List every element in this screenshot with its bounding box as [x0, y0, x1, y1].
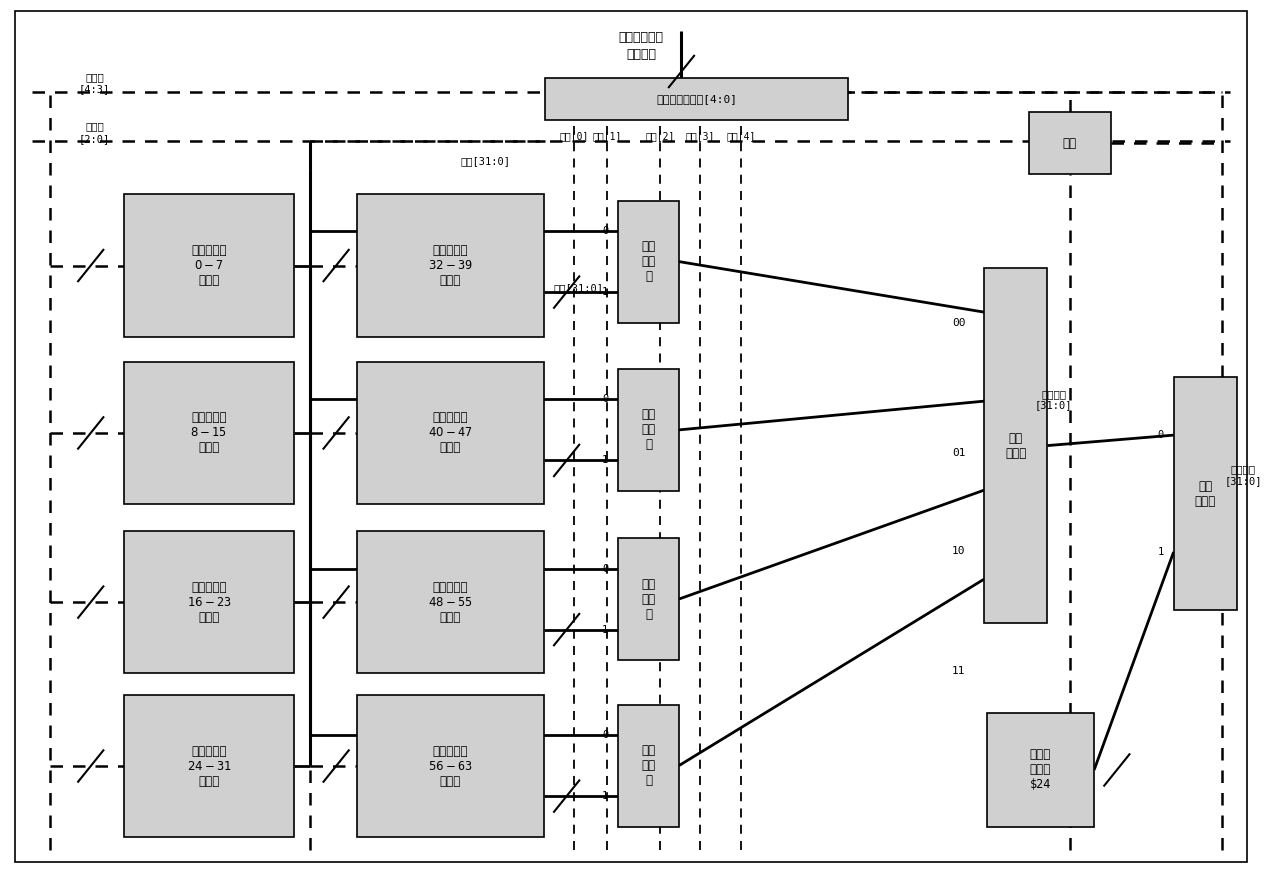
Text: 读出数据: 读出数据: [1041, 389, 1066, 399]
Bar: [124, 531, 294, 673]
Text: 数据[31:0]: 数据[31:0]: [553, 283, 603, 293]
Text: 配置[2]: 配置[2]: [646, 131, 675, 141]
Text: 核间通信控制: 核间通信控制: [619, 31, 663, 44]
Text: 1: 1: [603, 791, 608, 801]
Text: 寄存器单元
$24 -$31
第四组: 寄存器单元 $24 -$31 第四组: [186, 745, 232, 787]
Bar: [618, 705, 679, 827]
Text: 两路
选择
器: 两路 选择 器: [642, 577, 656, 621]
Text: 核间通
信读口
$24: 核间通 信读口 $24: [1029, 748, 1051, 792]
Text: 0: 0: [603, 563, 608, 574]
Bar: [987, 713, 1094, 827]
Text: 寄存器单元
$56 -$63
第八组: 寄存器单元 $56 -$63 第八组: [428, 745, 473, 787]
Text: [2:0]: [2:0]: [78, 133, 110, 144]
Text: 11: 11: [952, 666, 966, 677]
Text: 寄存器单元
$0 -$7
第一组: 寄存器单元 $0 -$7 第一组: [191, 244, 227, 287]
Text: 寄存器单元
$40 -$47
第六组: 寄存器单元 $40 -$47 第六组: [428, 412, 472, 454]
Text: 0: 0: [603, 730, 608, 740]
Bar: [124, 362, 294, 504]
Text: 寄存器单元
$48 -$55
第七组: 寄存器单元 $48 -$55 第七组: [428, 581, 472, 623]
Text: 两路
选择
器: 两路 选择 器: [642, 408, 656, 452]
Bar: [985, 268, 1047, 623]
Bar: [618, 201, 679, 323]
Bar: [618, 538, 679, 660]
Text: 寄存器单元
$32 -$39
第五组: 寄存器单元 $32 -$39 第五组: [428, 244, 473, 287]
Bar: [357, 362, 544, 504]
Text: 数据[31:0]: 数据[31:0]: [461, 156, 511, 167]
Text: 映射控制寄存器[4:0]: 映射控制寄存器[4:0]: [656, 94, 737, 105]
Text: 配置信号: 配置信号: [627, 48, 656, 60]
Text: 配置[0]: 配置[0]: [560, 131, 589, 141]
Text: 1: 1: [603, 287, 608, 297]
Bar: [357, 194, 544, 337]
Text: 1: 1: [603, 455, 608, 466]
Bar: [618, 369, 679, 491]
Text: 0: 0: [603, 394, 608, 405]
Bar: [124, 194, 294, 337]
Text: 0: 0: [603, 226, 608, 236]
Bar: [546, 78, 848, 120]
Bar: [357, 695, 544, 837]
Text: [31:0]: [31:0]: [1036, 400, 1072, 411]
Text: 配置[1]: 配置[1]: [592, 131, 622, 141]
Text: 读地址: 读地址: [85, 72, 104, 82]
Text: 1: 1: [603, 624, 608, 635]
Text: 配置[3]: 配置[3]: [686, 131, 715, 141]
Text: [31:0]: [31:0]: [1224, 476, 1262, 487]
Text: 01: 01: [952, 448, 966, 459]
Text: 两路
选择
器: 两路 选择 器: [642, 744, 656, 787]
Bar: [1174, 377, 1237, 610]
Text: 四路
选择器: 四路 选择器: [1005, 432, 1027, 460]
Bar: [1028, 112, 1110, 174]
Text: [4:3]: [4:3]: [78, 84, 110, 94]
Text: 两路
选择
器: 两路 选择 器: [642, 240, 656, 283]
Text: 寄存器单元
$8 -$15
第二组: 寄存器单元 $8 -$15 第二组: [190, 412, 228, 454]
Text: 两路
选择器: 两路 选择器: [1195, 480, 1215, 508]
Text: 读地址: 读地址: [85, 121, 104, 132]
Text: 1: 1: [1157, 547, 1163, 557]
Text: 10: 10: [952, 546, 966, 556]
Text: 0: 0: [1157, 430, 1163, 440]
Text: 00: 00: [952, 317, 966, 328]
Text: 配置[4]: 配置[4]: [727, 131, 756, 141]
Text: 读出数据: 读出数据: [1231, 464, 1256, 474]
Bar: [124, 695, 294, 837]
Bar: [357, 531, 544, 673]
Text: 寄存器单元
$16 -$23
第三组: 寄存器单元 $16 -$23 第三组: [186, 581, 232, 623]
Text: 与门: 与门: [1062, 137, 1076, 149]
